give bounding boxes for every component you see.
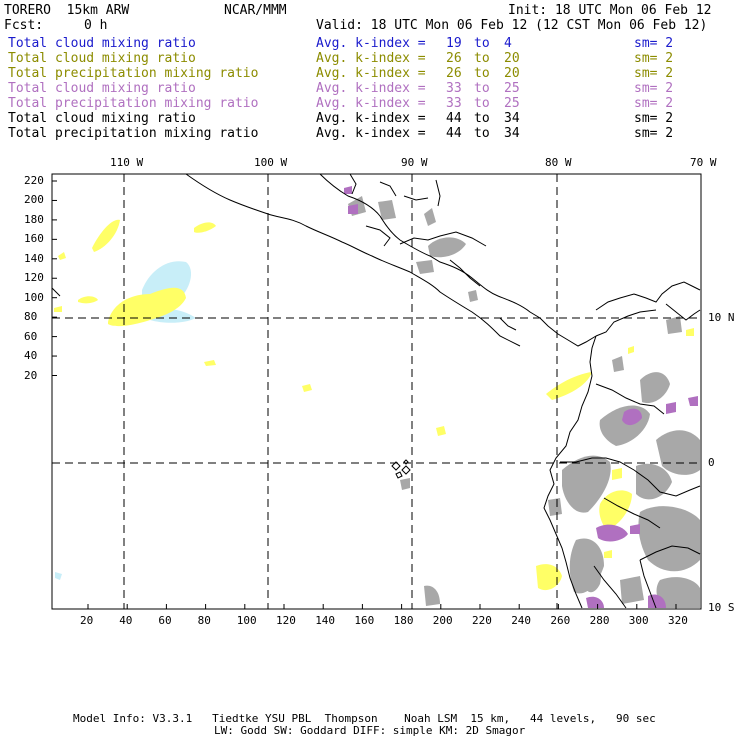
y-tick-label: 20: [24, 368, 38, 382]
legend-row-4-stat: Avg. k-index =: [316, 81, 426, 96]
coastlines: [51, 173, 701, 609]
legend-row-3-sm: sm= 2: [634, 66, 674, 81]
legend-row-7-stat: Avg. k-index =: [316, 126, 426, 141]
x-tick-label: 100: [236, 614, 257, 627]
x-tick-label: 120: [276, 614, 296, 627]
legend-row-5-stat: Avg. k-index =: [316, 96, 426, 111]
x-tick-label: 160: [354, 614, 375, 627]
legend-row-4-sm: sm= 2: [634, 81, 674, 96]
legend-row-7-to: to: [474, 126, 490, 141]
legend-row-5-v1: 33: [446, 96, 462, 111]
legend-row-2-v1: 26: [446, 51, 462, 66]
legend-row-3-field: Total precipitation mixing ratio: [8, 66, 259, 81]
lon-label-70w: 70 W: [690, 156, 717, 169]
legend-row-3-v1: 26: [446, 66, 462, 81]
x-tick-label: 280: [589, 614, 610, 627]
x-tick-label: 60: [158, 614, 172, 627]
legend-row-1-field: Total cloud mixing ratio: [8, 36, 196, 51]
x-tick-label: 300: [628, 614, 649, 627]
lat-label-0: 0: [708, 456, 715, 469]
legend-row-3-v2: 20: [504, 66, 520, 81]
legend-row-7-v1: 44: [446, 126, 462, 141]
x-tick-label: 40: [119, 614, 133, 627]
legend-row-2-stat: Avg. k-index =: [316, 51, 426, 66]
legend-row-4-field: Total cloud mixing ratio: [8, 81, 196, 96]
legend-row-5-field: Total precipitation mixing ratio: [8, 96, 259, 111]
y-tick-label: 80: [24, 310, 38, 324]
y-tick-label: 180: [24, 212, 44, 226]
model-info-line1: Model Info: V3.3.1 Tiedtke YSU PBL Thomp…: [73, 712, 656, 725]
axis-ticks: [52, 180, 677, 609]
x-tick-label: 320: [668, 614, 688, 627]
legend-row-2-to: to: [474, 51, 490, 66]
map-frame: [51, 173, 702, 610]
cloud-shading: [54, 186, 700, 608]
legend-row-1-v2: 4: [504, 36, 512, 51]
y-tick-label: 160: [24, 232, 44, 246]
lon-label-110w: 110 W: [110, 156, 144, 169]
lat-label-10s: 10 S: [708, 601, 735, 614]
legend-row-6-v2: 34: [504, 111, 520, 126]
legend-row-6-sm: sm= 2: [634, 111, 674, 126]
legend-row-1-stat: Avg. k-index =: [316, 36, 426, 51]
legend-row-1-v1: 19: [446, 36, 462, 51]
legend-row-4-to: to: [474, 81, 490, 96]
forecast-label: Fcst:: [4, 18, 44, 33]
x-tick-label: 200: [432, 614, 453, 627]
y-tick-label: 200: [24, 193, 44, 207]
legend-row-3-to: to: [474, 66, 490, 81]
legend-row-1-to: to: [474, 36, 490, 51]
lat-label-10n: 10 N: [708, 311, 735, 324]
legend-row-5-v2: 25: [504, 96, 520, 111]
legend-row-7-field: Total precipitation mixing ratio: [8, 126, 259, 141]
y-tick-label: 100: [24, 290, 44, 304]
x-tick-label: 220: [472, 614, 492, 627]
legend-row-2-field: Total cloud mixing ratio: [8, 51, 196, 66]
forecast-hour: 0 h: [84, 18, 108, 33]
legend-row-3-stat: Avg. k-index =: [316, 66, 426, 81]
legend-row-2-v2: 20: [504, 51, 520, 66]
legend-row-6-to: to: [474, 111, 490, 126]
valid-time: Valid: 18 UTC Mon 06 Feb 12 (12 CST Mon …: [316, 18, 708, 33]
x-tick-label: 260: [550, 614, 571, 627]
lon-label-100w: 100 W: [254, 156, 288, 169]
legend-row-1-sm: sm= 2: [634, 36, 674, 51]
x-tick-label: 240: [511, 614, 532, 627]
lon-label-90w: 90 W: [401, 156, 428, 169]
legend-row-5-to: to: [474, 96, 490, 111]
y-tick-label: 120: [24, 271, 44, 285]
x-tick-label: 20: [80, 614, 94, 627]
lon-label-80w: 80 W: [545, 156, 572, 169]
x-tick-label: 80: [197, 614, 211, 627]
graticule: [52, 174, 701, 609]
y-tick-label: 40: [24, 349, 38, 363]
legend-row-4-v2: 25: [504, 81, 520, 96]
y-tick-label: 220: [24, 174, 44, 187]
legend-row-5-sm: sm= 2: [634, 96, 674, 111]
y-tick-label: 140: [24, 251, 44, 265]
x-tick-label: 180: [393, 614, 414, 627]
model-title: TORERO 15km ARW: [4, 3, 130, 18]
legend-row-6-field: Total cloud mixing ratio: [8, 111, 196, 126]
legend-row-2-sm: sm= 2: [634, 51, 674, 66]
x-tick-label: 140: [315, 614, 336, 627]
legend-row-7-sm: sm= 2: [634, 126, 674, 141]
legend-row-4-v1: 33: [446, 81, 462, 96]
org-label: NCAR/MMM: [224, 3, 287, 18]
init-time: Init: 18 UTC Mon 06 Feb 12: [508, 3, 712, 18]
legend-row-7-v2: 34: [504, 126, 520, 141]
y-tick-label: 60: [24, 329, 38, 343]
legend-row-6-v1: 44: [446, 111, 462, 126]
legend-row-6-stat: Avg. k-index =: [316, 111, 426, 126]
model-info-line2: LW: Godd SW: Goddard DIFF: simple KM: 2D…: [214, 724, 526, 737]
